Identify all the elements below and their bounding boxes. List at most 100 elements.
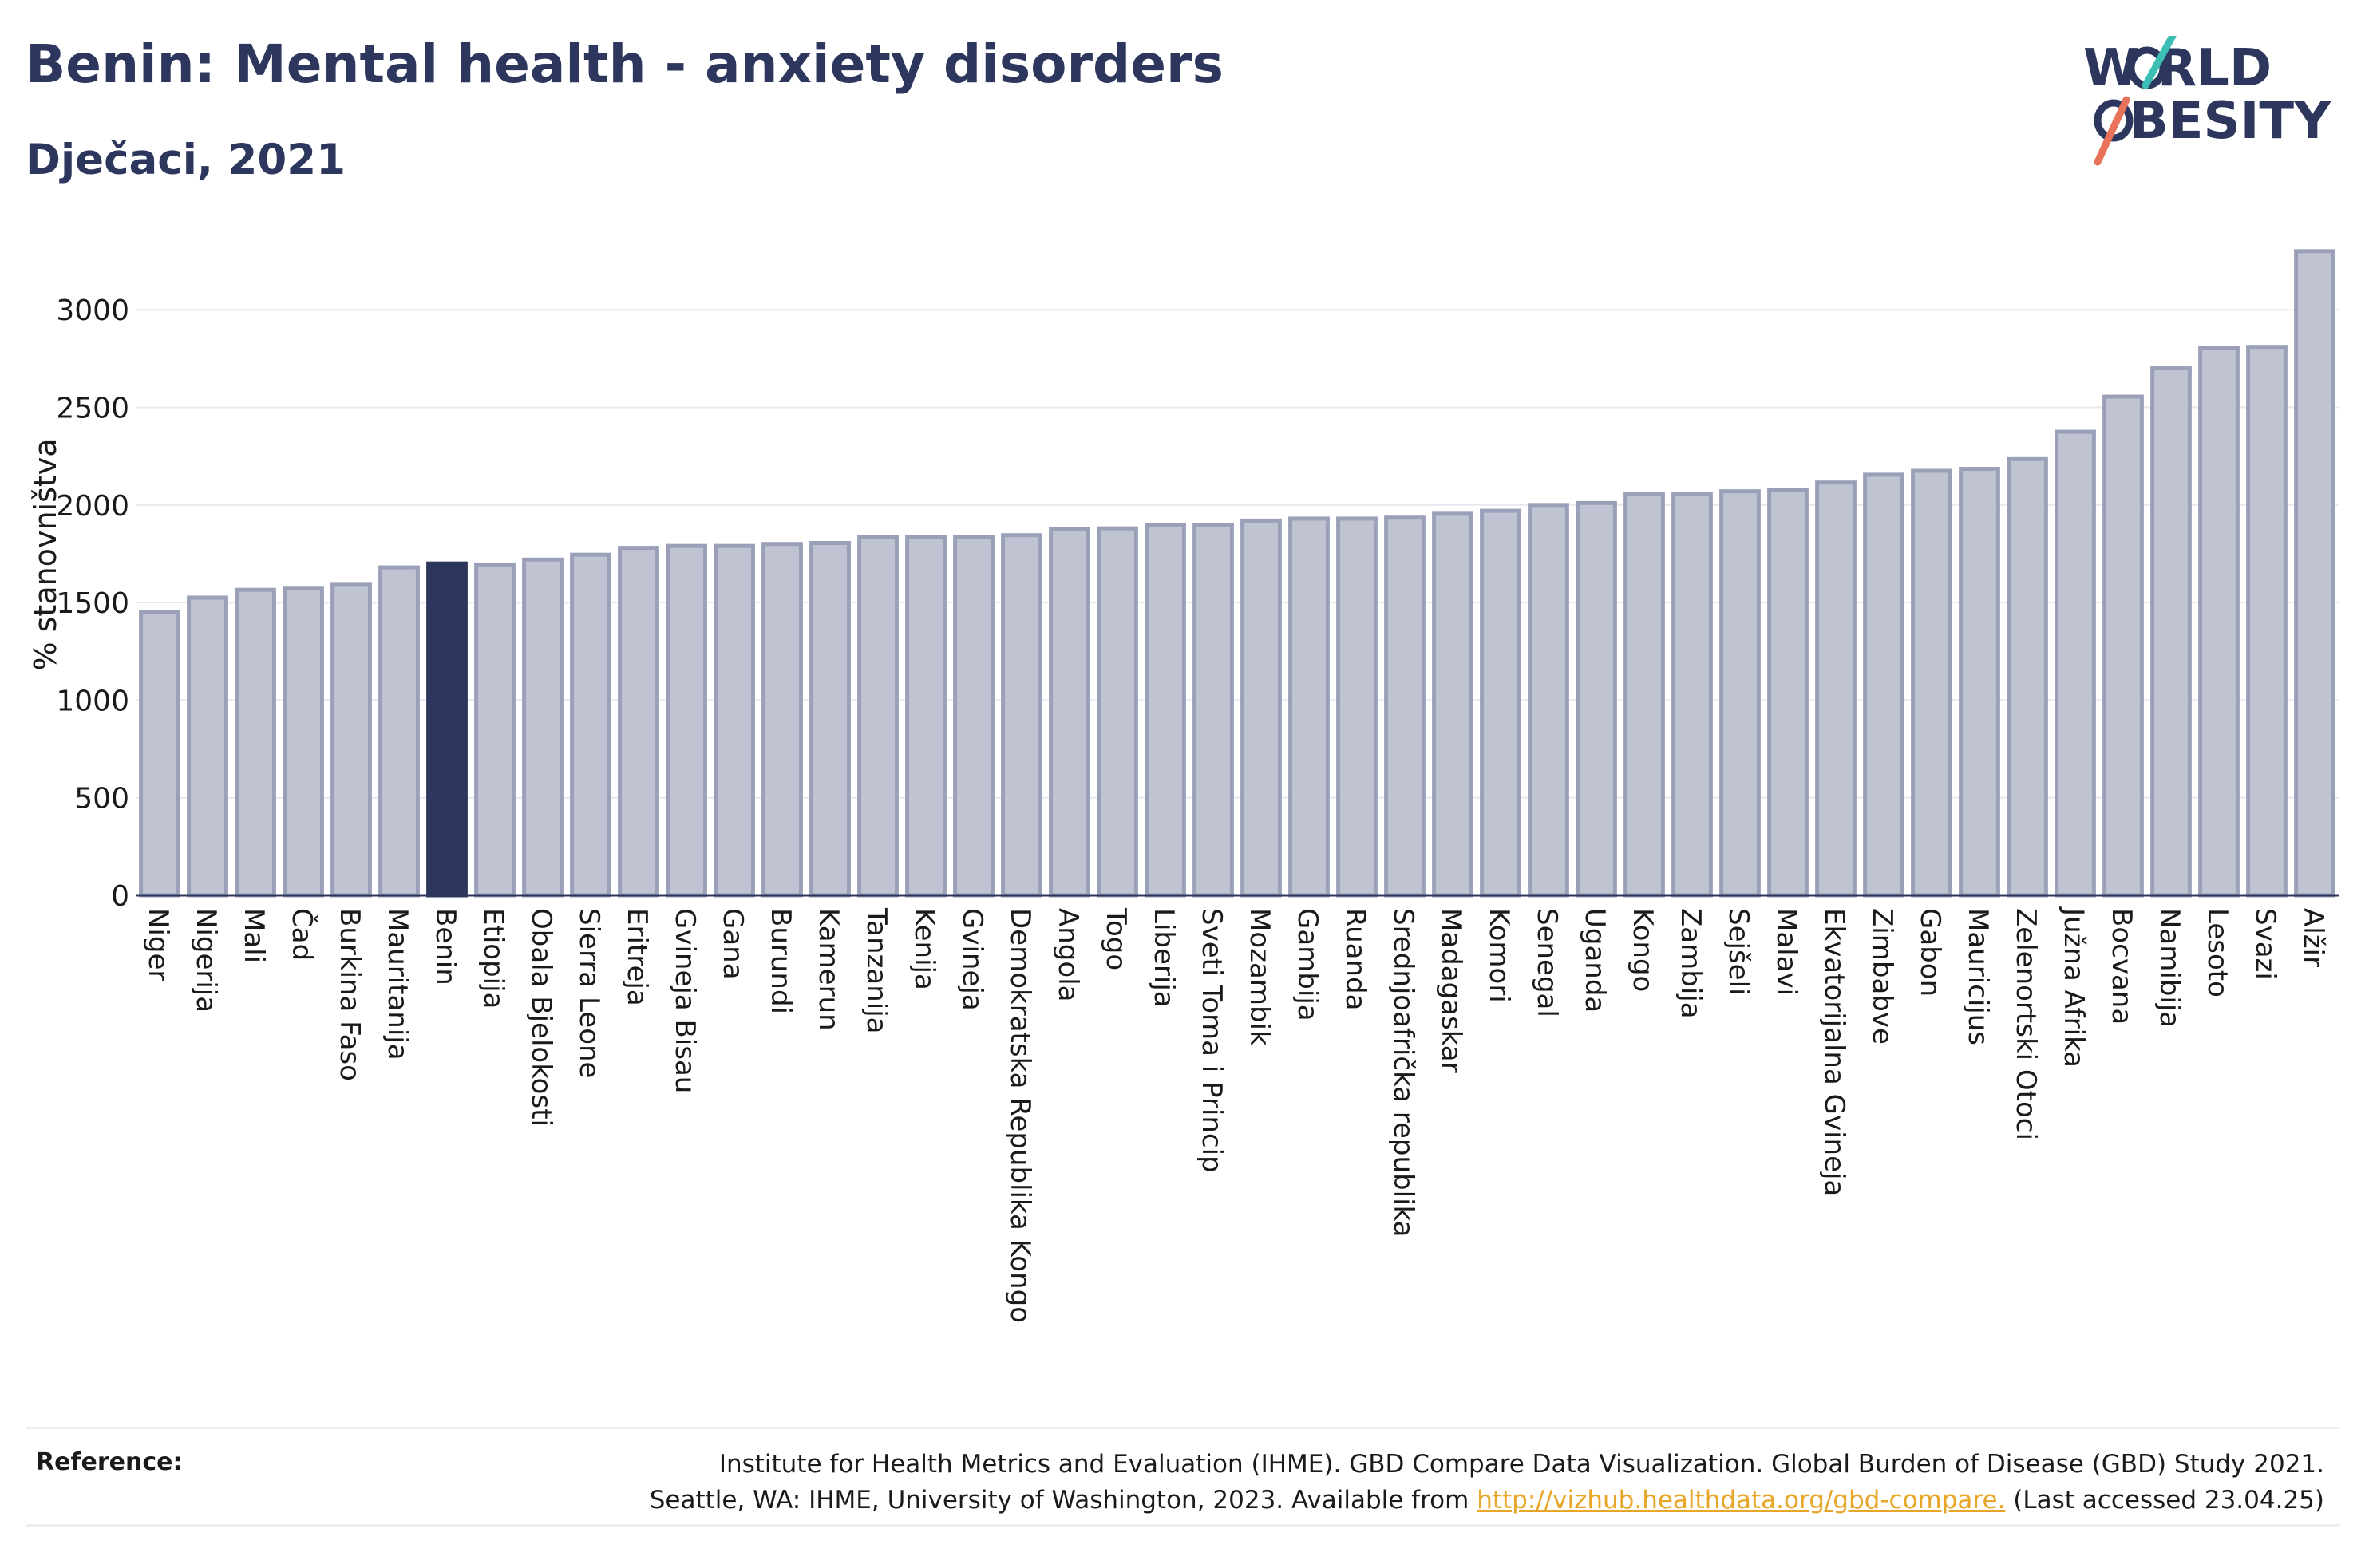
bar-bocvana [2102, 394, 2144, 898]
reference-line-2-prefix: Seattle, WA: IHME, University of Washing… [649, 1486, 1477, 1515]
x-tick-label: Zimbabve [1866, 908, 1898, 1045]
x-tick-label: Zambija [1675, 908, 1706, 1019]
x-tick-label: Benin [429, 908, 461, 985]
x-tick-label: Kenija [908, 908, 940, 990]
reference-bottom-rule [26, 1524, 2340, 1527]
x-tick-label: Madagaskar [1435, 908, 1467, 1073]
x-tick-label: Malavi [1770, 908, 1802, 996]
x-tick-label: Gabon [1914, 908, 1946, 997]
x-tick-label: Gvineja [956, 908, 988, 1011]
x-tick-label: Obala Bjelokosti [525, 908, 557, 1127]
x-tick-label: Gvineja Bisau [669, 908, 701, 1093]
y-tick-labels: 0 500 1000 1500 2000 2500 3000 [56, 294, 129, 913]
y-tick-label: 2000 [56, 490, 129, 523]
x-tick-label: Kongo [1627, 908, 1659, 992]
y-tick-label: 1500 [56, 587, 129, 620]
bar-gambija [1288, 516, 1330, 898]
x-tick-label: Niger [142, 908, 174, 981]
x-tick-label: Togo [1100, 907, 1132, 970]
y-tick-label: 0 [111, 880, 129, 913]
y-tick-label: 1000 [56, 685, 129, 717]
bar-liberija [1145, 523, 1186, 898]
bar-burundi [761, 542, 803, 898]
logo-o-ring-2 [2094, 99, 2134, 142]
bar-etiopija [474, 562, 516, 898]
x-tick-label: Alžir [2297, 908, 2329, 967]
bar-mauricijus [1959, 467, 2000, 898]
bar-benin [426, 561, 468, 898]
logo-line-1: W RLD [2083, 39, 2272, 98]
gbd-compare-link[interactable]: http://vizhub.healthdata.org/gbd-compare… [1477, 1486, 2006, 1515]
bar-zimbabve [1863, 472, 1904, 898]
x-tick-label: Liberija [1148, 908, 1180, 1008]
bar-alžir [2294, 249, 2335, 898]
x-tick-label: Komori [1483, 908, 1515, 1003]
logo-slash-teal [2142, 36, 2177, 89]
bar-kenija [905, 535, 947, 898]
x-tick-label: Gana [717, 908, 749, 980]
bar-gana [714, 543, 755, 898]
bar-togo [1097, 526, 1138, 898]
bar-angola [1049, 527, 1090, 898]
bar-burkina-faso [330, 582, 372, 898]
chart-title: Benin: Mental health - anxiety disorders [26, 34, 1224, 95]
reference-text: Institute for Health Metrics and Evaluat… [409, 1447, 2324, 1519]
x-tick-label: Demokratska Republika Kongo [1004, 908, 1036, 1323]
bar-lesoto [2198, 346, 2240, 898]
y-tick-label: 2500 [56, 393, 129, 425]
bar-zelenortski-otoci [2007, 456, 2048, 898]
bar-demokratska-republika-kongo [1001, 533, 1042, 898]
bar-mozambik [1240, 518, 1282, 898]
bar-kamerun [809, 540, 851, 898]
world-obesity-logo: W RLD BESITY [2083, 36, 2331, 166]
x-tick-label: Svazi [2249, 908, 2281, 980]
x-tick-label: Lesoto [2201, 908, 2233, 997]
reference-line-2-suffix: (Last accessed 23.04.25) [2005, 1486, 2324, 1515]
x-tick-label: Mauricijus [1962, 908, 1994, 1045]
x-tick-label: Mauritanija [382, 908, 413, 1060]
bar-mali [235, 587, 276, 898]
bar-gabon [1911, 468, 1952, 898]
bar-tanzanija [857, 535, 899, 898]
bar-sierra-leone [570, 552, 611, 898]
bar-nigerija [187, 595, 228, 898]
chart-subtitle: Dječaci, 2021 [26, 136, 346, 184]
y-axis-label: % stanovništva [28, 438, 63, 670]
x-tick-labels: Niger Nigerija Mali Čad Burkina Faso Mauritan… [142, 906, 2329, 1323]
bar-gvineja-bisau [666, 543, 707, 898]
y-tick-label: 500 [74, 783, 129, 816]
bar-gvineja [953, 535, 995, 898]
x-tick-label: Bocvana [2106, 908, 2138, 1025]
x-tick-label: Tanzanija [860, 907, 892, 1033]
reference-line-2: Seattle, WA: IHME, University of Washing… [409, 1483, 2324, 1519]
bars [139, 249, 2335, 898]
reference-line-1: Institute for Health Metrics and Evaluat… [718, 1450, 2324, 1479]
x-tick-label: Gambija [1291, 908, 1323, 1021]
bar-namibija [2150, 366, 2192, 898]
bar-malavi [1767, 488, 1809, 898]
bar-ruanda [1336, 516, 1378, 898]
bar-svazi [2246, 345, 2288, 898]
reference-top-rule [26, 1427, 2340, 1429]
bar-madagaskar [1432, 511, 1473, 898]
reference-label: Reference: [36, 1448, 183, 1476]
x-tick-label: Mozambik [1244, 908, 1275, 1046]
bar-komori [1480, 508, 1521, 898]
bar-mauritanija [378, 565, 420, 898]
bar-srednjoafrička-republika [1384, 515, 1426, 898]
x-tick-label: Zelenortski Otoci [2010, 908, 2042, 1140]
x-tick-label: Sierra Leone [573, 908, 605, 1078]
bar-sejšeli [1719, 489, 1761, 898]
bar-kongo [1623, 492, 1665, 898]
bar-niger [139, 610, 180, 898]
bar-ekvatorijalna-gvineja [1815, 480, 1857, 898]
bar-chart: 0 500 1000 1500 2000 2500 3000 Niger Nigerija Ma… [28, 249, 2339, 1323]
logo-line-2: BESITY [2130, 92, 2331, 151]
bar-južna-afrika [2055, 429, 2096, 898]
x-tick-label: Mali [238, 908, 270, 963]
x-tick-label: Južna Afrika [2058, 906, 2090, 1068]
x-tick-label: Etiopija [477, 908, 509, 1009]
x-tick-label: Namibija [2153, 908, 2185, 1028]
bar-uganda [1576, 500, 1617, 898]
bar-čad [283, 586, 324, 898]
